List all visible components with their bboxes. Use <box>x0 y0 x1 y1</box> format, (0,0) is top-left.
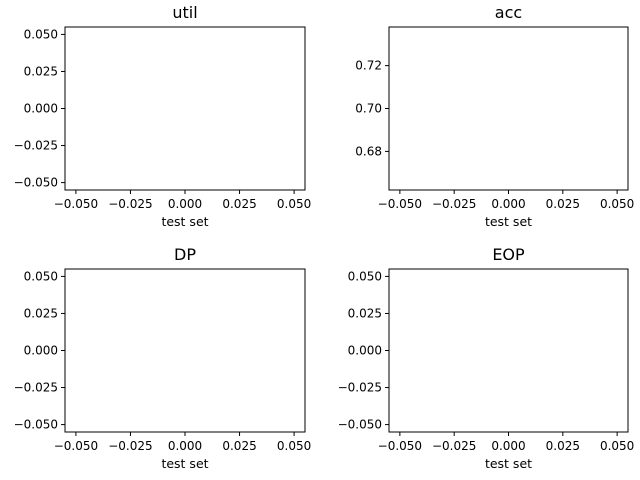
plot-area <box>388 268 629 433</box>
y-tick-label: −0.025 <box>338 381 382 395</box>
y-tick-label: 0.025 <box>24 306 58 320</box>
x-axis-label: test set <box>485 456 532 471</box>
x-tick-label: 0.050 <box>600 197 634 211</box>
x-tick-label: 0.050 <box>277 197 311 211</box>
x-tick-label: 0.050 <box>600 439 634 453</box>
x-axis-label: test set <box>161 456 208 471</box>
y-tick-label: −0.050 <box>338 418 382 432</box>
x-axis-label: test set <box>485 214 532 229</box>
subplot-title: util <box>172 3 197 22</box>
y-tick-label: 0.025 <box>348 306 382 320</box>
x-tick-label: 0.025 <box>222 439 256 453</box>
x-axis-label: test set <box>161 214 208 229</box>
x-tick-label: −0.050 <box>54 439 98 453</box>
subplot-util: util −0.050 −0.025 0.000 0.025 0.050 −0.050 −0.… <box>14 3 312 229</box>
x-tick-label: −0.025 <box>432 197 476 211</box>
subplot-eop: EOP −0.050 −0.025 0.000 0.025 0.050 −0.050 −0.0… <box>338 245 635 471</box>
x-tick-label: 0.000 <box>491 197 525 211</box>
y-tick-label: 0.050 <box>348 269 382 283</box>
x-tick-label: 0.025 <box>546 439 580 453</box>
plot-area <box>388 26 629 191</box>
plot-area <box>64 268 306 433</box>
x-tick-label: 0.000 <box>491 439 525 453</box>
y-tick-label: 0.72 <box>355 59 382 73</box>
y-tick-label: 0.000 <box>24 102 58 116</box>
x-tick-label: 0.050 <box>277 439 311 453</box>
y-tick-label: 0.000 <box>24 344 58 358</box>
x-tick-label: −0.025 <box>108 197 152 211</box>
subplot-acc: acc −0.050 −0.025 0.000 0.025 0.050 0.68 0.70 0.… <box>355 3 634 229</box>
subplot-title: EOP <box>492 245 525 264</box>
subplot-title: DP <box>174 245 196 264</box>
y-tick-label: 0.050 <box>24 269 58 283</box>
y-tick-label: −0.050 <box>14 176 58 190</box>
x-tick-label: 0.000 <box>168 439 202 453</box>
x-tick-label: −0.050 <box>378 197 422 211</box>
y-tick-label: 0.70 <box>355 102 382 116</box>
x-tick-label: −0.050 <box>378 439 422 453</box>
y-tick-label: 0.050 <box>24 27 58 41</box>
x-tick-label: 0.025 <box>546 197 580 211</box>
subplot-title: acc <box>495 3 522 22</box>
x-tick-label: −0.050 <box>54 197 98 211</box>
y-tick-label: 0.000 <box>348 344 382 358</box>
x-tick-label: −0.025 <box>108 439 152 453</box>
y-tick-label: −0.050 <box>14 418 58 432</box>
plot-area <box>64 26 306 191</box>
x-tick-label: 0.000 <box>168 197 202 211</box>
y-tick-label: −0.025 <box>14 381 58 395</box>
x-tick-label: 0.025 <box>222 197 256 211</box>
x-tick-label: −0.025 <box>432 439 476 453</box>
y-tick-label: −0.025 <box>14 139 58 153</box>
y-tick-label: 0.68 <box>355 144 382 158</box>
y-tick-label: 0.025 <box>24 64 58 78</box>
subplot-dp: DP −0.050 −0.025 0.000 0.025 0.050 −0.050 −0.02… <box>14 245 312 471</box>
